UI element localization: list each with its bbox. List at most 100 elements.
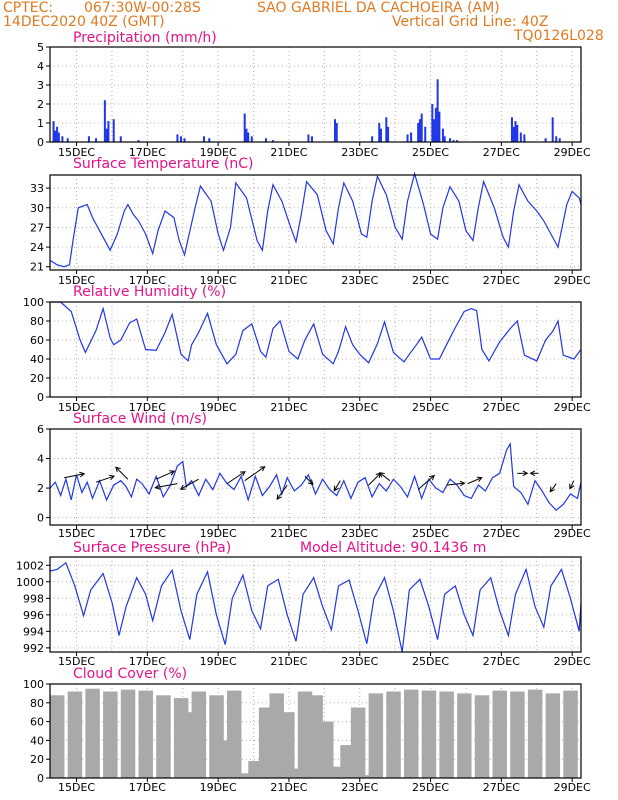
wind-vector-head [333,485,339,492]
wind-vector [549,483,557,492]
x-tick-label: 17DEC [129,655,166,668]
wind-vector [379,472,391,482]
y-tick-label: 1000 [16,576,44,589]
surface-pressure-hpa-frame [49,556,582,653]
x-tick-label: 23DEC [341,274,378,287]
y-tick-label: 3 [37,79,44,92]
x-tick-label: 19DEC [200,655,237,668]
cloud-bar [191,691,207,778]
wind-vector-head [259,466,266,472]
precip-bar [436,79,439,142]
precip-bar [176,134,179,142]
surface-wind-m-s-panel: Surface Wind (m/s) 0 2 4 6 15DEC 17DEC 19DEC 21D… [37,411,591,540]
wind-vector-head [276,494,282,500]
wind-vector-head [79,471,86,478]
model-altitude-label: Model Altitude: 90.1436 m [300,540,486,556]
precip-bar [112,119,115,142]
x-tick-label: 25DEC [412,401,449,414]
y-tick-label: 4 [37,453,44,466]
wind-vector-head [379,472,385,478]
x-tick-label: 15DEC [58,655,95,668]
x-tick-label: 29DEC [554,527,591,540]
wind-vector-head [429,474,435,481]
x-tick-label: 25DEC [412,527,449,540]
wind-vector [115,466,129,480]
x-tick-label: 23DEC [341,401,378,414]
wind-vector-head [459,480,466,487]
x-tick-label: 21DEC [270,655,307,668]
wind-vector [569,480,575,489]
header-location: SAO GABRIEL DA CACHOEIRA (AM) [257,0,500,16]
surface-wind-m-s-title: Surface Wind (m/s) [73,411,207,427]
y-tick-label: 100 [23,678,44,691]
precip-bar [107,121,110,142]
y-tick-label: 1002 [16,559,44,572]
wind-vector [276,484,288,500]
precip-bar [438,111,441,142]
wind-vector-head [179,484,186,490]
y-tick-label: 0 [37,391,44,404]
x-tick-label: 19DEC [200,274,237,287]
x-tick-label: 27DEC [483,274,520,287]
x-tick-label: 23DEC [341,781,378,794]
x-tick-label: 21DEC [270,781,307,794]
y-tick-label: 40 [30,353,44,366]
header-coords: 067:30W-00:28S [84,0,201,16]
cloud-bar [386,691,401,778]
precip-bar [52,121,55,142]
wind-vector [95,475,115,483]
x-tick-label: 19DEC [200,146,237,159]
surface-pressure-hpa-line [49,561,582,653]
wind-vector [180,478,199,490]
surface-wind-m-s-line [49,441,582,512]
cloud-bar [457,693,472,778]
y-tick-label: 20 [30,753,44,766]
y-tick-label: 60 [30,334,44,347]
surface-temperature-nc-title: Surface Temperature (nC) [73,156,254,172]
x-tick-label: 19DEC [200,401,237,414]
cloud-bar [421,690,437,778]
cloud-cover-title: Cloud Cover (%) [73,666,187,682]
wind-vector [155,483,178,489]
cloud-bar [287,768,302,778]
precip-bar [558,138,561,142]
y-tick-label: 80 [30,315,44,328]
precip-bar [433,119,436,142]
cloud-bar [492,690,507,778]
y-tick-label: 20 [30,372,44,385]
cloud-bar [439,691,454,778]
cloud-bar [67,691,83,778]
precip-bar [105,128,108,142]
y-tick-label: 60 [30,716,44,729]
precip-bar [544,138,547,142]
y-tick-label: 2 [37,482,44,495]
precip-bar [410,132,413,142]
precip-bar [378,123,381,142]
surface-temperature-nc-panel: Surface Temperature (nC) 21 24 27 30 33 15DEC 1… [30,156,591,287]
precip-bar [250,136,253,142]
surface-wind-m-s-frame [49,428,582,526]
x-tick-label: 17DEC [129,401,166,414]
x-tick-label: 27DEC [483,401,520,414]
y-tick-label: 996 [23,609,44,622]
precip-bar [379,128,382,142]
x-tick-label: 27DEC [483,527,520,540]
precip-bar [406,134,409,142]
x-tick-label: 15DEC [58,781,95,794]
x-tick-label: 17DEC [129,274,166,287]
precip-bar [335,123,338,142]
cloud-bar [237,773,253,778]
precip-bar [243,113,246,142]
y-tick-label: 40 [30,734,44,747]
wind-vector [244,466,265,482]
precip-bar [514,121,517,142]
precip-bar [434,107,437,142]
x-tick-label: 29DEC [554,401,591,414]
precip-bar [57,132,60,142]
x-tick-label: 25DEC [412,274,449,287]
precip-bar [371,136,374,142]
x-tick-label: 25DEC [412,146,449,159]
surface-temperature-nc-frame [49,174,582,271]
precip-bar [551,117,554,142]
